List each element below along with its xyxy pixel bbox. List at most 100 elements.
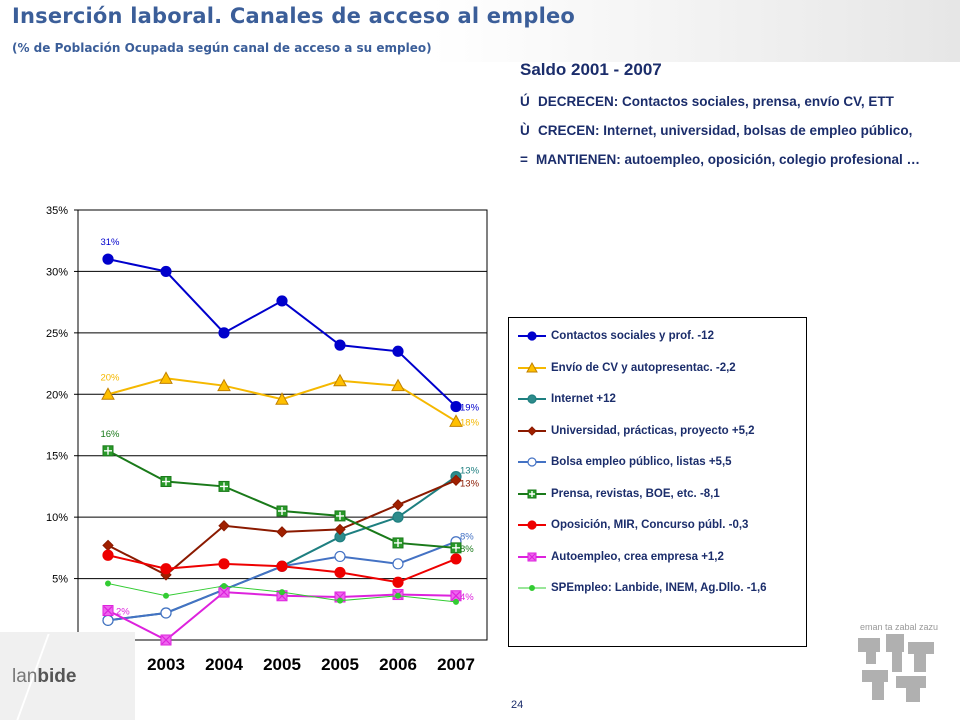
legend-swatch [518,425,546,436]
data-point [101,387,115,400]
data-point [450,553,462,565]
data-point [334,566,346,579]
data-point [392,345,404,357]
data-point [449,414,463,427]
data-point [160,607,172,619]
data-point [392,511,404,523]
data-point [276,295,288,307]
data-point [395,592,401,599]
legend-item: Oposición, MIR, Concurso públ. -0,3 [517,515,748,535]
data-point-x [219,587,229,597]
down-arrow-icon: Ú [520,94,530,109]
legend-label: Autoempleo, crea empresa +1,2 [551,550,724,563]
data-label: 8% [460,544,474,555]
data-point-cross [529,490,535,497]
data-point [102,614,114,626]
saldo-item-crecen: Ù CRECEN: Internet, universidad, bolsas … [520,119,940,142]
data-label: 8% [460,532,474,543]
data-point-x [161,635,171,645]
legend-item: Internet +12 [517,389,616,409]
data-label: 31% [100,237,120,248]
logo-text-part1: lan [12,666,38,687]
data-point-cross [336,511,344,520]
gov-tagline: eman ta zabal zazu [860,622,939,632]
x-tick-label: 2003 [147,655,185,674]
data-point [337,597,343,604]
equals-icon: = [520,152,528,167]
page-number: 24 [511,699,524,711]
data-point [218,327,230,339]
data-label: 13% [460,478,480,489]
data-point [450,474,462,486]
saldo-title: Saldo 2001 - 2007 [520,60,662,79]
legend-item: Autoempleo, crea empresa +1,2 [517,547,724,567]
logo-text: lanbide [12,666,76,688]
legend-swatch [518,489,546,498]
data-point [160,563,172,575]
data-point [105,580,111,587]
data-point-cross [452,543,460,552]
data-point [159,371,173,384]
series-1: 20% 18% [100,371,480,428]
data-point [529,585,535,591]
saldo-item-decrecen: Ú DECRECEN: Contactos sociales, prensa, … [520,90,940,113]
up-arrow-icon: Ù [520,123,530,138]
data-label: 20% [100,372,120,383]
legend-swatch [518,520,546,530]
legend-swatch [518,552,546,561]
data-point-cross [162,477,170,486]
legend-label: Universidad, prácticas, proyecto +5,2 [551,424,755,437]
data-point [391,378,405,392]
series-5: 16% 8% [100,429,474,555]
legend-label: SPEmpleo: Lanbide, INEM, Ag.Dllo. -1,6 [551,582,767,594]
legend-item: SPEmpleo: Lanbide, INEM, Ag.Dllo. -1,6 [517,578,767,598]
title-band [0,0,960,62]
legend-swatch [518,394,546,404]
legend-label: Contactos sociales y prof. -12 [551,330,714,342]
legend-swatch [518,457,546,467]
data-label: 13% [460,466,480,477]
page-subtitle: (% de Población Ocupada según canal de a… [12,41,432,55]
data-point [221,582,227,589]
data-point [102,253,114,265]
plot-area [77,209,488,641]
series-8 [105,580,459,605]
saldo-panel: Saldo 2001 - 2007 Ú DECRECEN: Contactos … [520,60,940,177]
data-point-cross [278,507,286,515]
data-point-x [103,606,113,615]
legend-item: Prensa, revistas, BOE, etc. -8,1 [517,484,720,504]
data-point [453,598,459,605]
data-point [333,373,347,387]
legend-label: Prensa, revistas, BOE, etc. -8,1 [551,487,720,500]
data-point [276,526,288,538]
x-tick-label: 2005 [263,655,301,674]
x-tick-label: 2005 [321,655,359,674]
data-point [160,265,172,278]
legend-label: Oposición, MIR, Concurso públ. -0,3 [551,519,749,531]
saldo-item-text: CRECEN: Internet, universidad, bolsas de… [538,123,913,138]
line-chart: 0%5%10%15%20%25%30%35%200120032004200520… [46,205,488,674]
x-tick-label: 2004 [205,655,243,674]
page-title: Inserción laboral. Canales de acceso al … [12,4,576,28]
logo-text-part2: bide [37,666,77,687]
saldo-item-text: MANTIENEN: autoempleo, oposición, colegi… [536,152,921,167]
data-point [527,331,537,341]
data-point [527,520,537,530]
legend-label: Internet +12 [551,393,616,405]
data-point [392,576,404,588]
data-label: 16% [100,429,120,440]
y-tick-label: 10% [46,512,68,524]
data-point [275,392,289,405]
legend-label: Envío de CV y autopresentac. -2,2 [551,361,736,374]
series-0: 31% 19% [100,237,479,413]
data-point [217,378,231,392]
legend-item: Envío de CV y autopresentac. -2,2 [517,358,736,378]
y-tick-label: 30% [46,266,68,278]
data-point [392,499,404,511]
data-point [102,549,114,561]
data-point [218,558,230,570]
data-point-cross [394,538,402,547]
saldo-item-text: DECRECEN: Contactos sociales, prensa, en… [538,94,894,109]
legend-item: Bolsa empleo público, listas +5,5 [517,452,732,472]
data-point [334,523,346,536]
